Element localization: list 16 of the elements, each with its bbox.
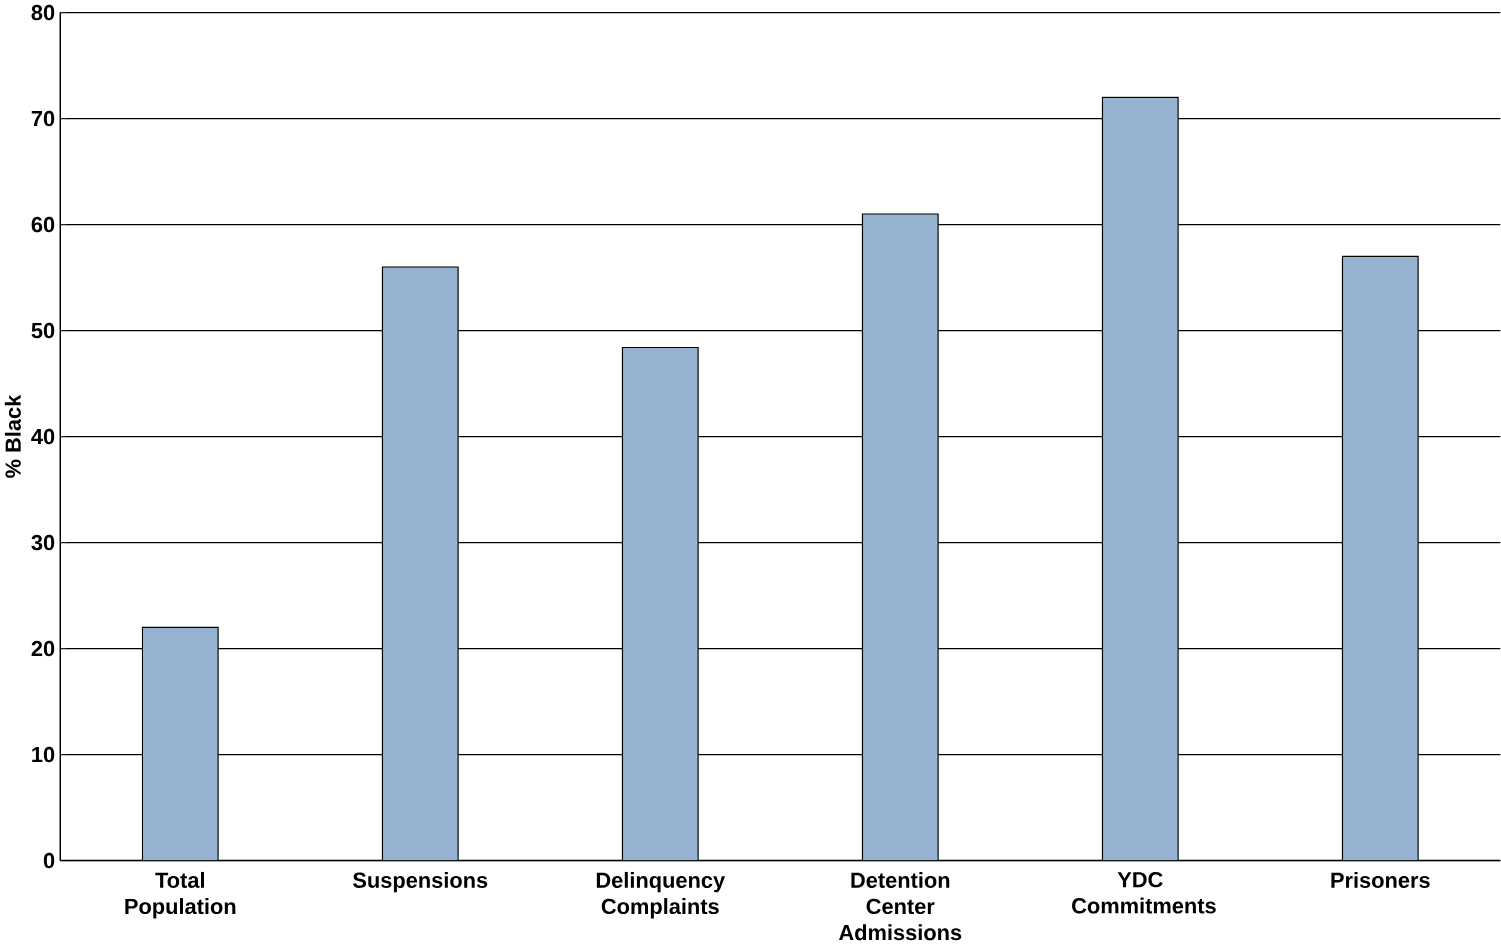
x-tick-label: Delinquency Complaints: [596, 871, 726, 919]
y-tick-label: 60: [31, 216, 55, 233]
x-tick-label: Total Population: [125, 871, 236, 919]
x-tick-label: Prisoners: [1331, 871, 1430, 888]
y-tick-label: 40: [31, 428, 55, 445]
x-tick-label: YDC Commitments: [1072, 871, 1216, 914]
y-tick-label: 0: [43, 852, 55, 869]
y-tick-label: 10: [32, 746, 55, 763]
y-tick-label: 20: [31, 640, 55, 657]
x-tick-label: Detention Center Admissions: [839, 871, 962, 941]
y-axis-title: % Black: [4, 394, 21, 478]
y-tick-label: 80: [31, 4, 55, 21]
y-tick-label: 30: [31, 534, 55, 551]
y-tick-label: 50: [31, 322, 55, 339]
x-tick-label: Suspensions: [353, 871, 488, 893]
y-tick-label: 70: [31, 110, 55, 127]
